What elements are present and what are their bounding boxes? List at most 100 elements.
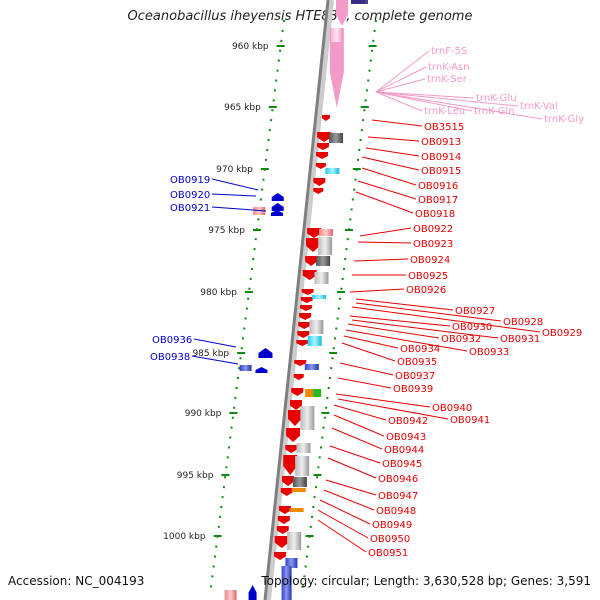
forward-gene-label: OB0942 bbox=[388, 416, 428, 427]
forward-gene-label: OB0937 bbox=[395, 371, 435, 382]
forward-gene-label: OB0918 bbox=[415, 209, 455, 220]
forward-leader bbox=[361, 167, 417, 186]
forward-leader bbox=[319, 499, 371, 525]
forward-gene-arrow bbox=[305, 256, 318, 266]
ruler-label: 995 kbp bbox=[177, 471, 214, 481]
rna-label: trnK-Val bbox=[520, 101, 558, 112]
reverse-leader bbox=[211, 178, 259, 191]
forward-gene-arrow bbox=[313, 178, 326, 186]
gene-block bbox=[253, 207, 266, 215]
reverse-gene-arrow bbox=[271, 193, 284, 201]
gene-block bbox=[325, 168, 340, 174]
forward-leader bbox=[355, 302, 502, 322]
forward-leader bbox=[355, 191, 414, 214]
forward-leader bbox=[327, 457, 377, 479]
rna-label: trnK-Leu bbox=[424, 106, 465, 117]
gene-block bbox=[281, 566, 292, 600]
forward-gene-arrow bbox=[282, 476, 295, 486]
forward-leader bbox=[331, 427, 383, 450]
gene-block bbox=[316, 256, 331, 266]
forward-gene-arrow bbox=[291, 388, 304, 396]
gene-block bbox=[295, 456, 310, 476]
forward-leader bbox=[345, 329, 468, 352]
forward-gene-arrow bbox=[317, 132, 332, 142]
forward-gene-arrow bbox=[316, 143, 329, 150]
rna-leader bbox=[375, 91, 543, 120]
forward-gene-arrow bbox=[313, 188, 324, 194]
ruler-label: 965 kbp bbox=[224, 103, 261, 113]
forward-gene-label: OB0950 bbox=[370, 534, 410, 545]
forward-gene-label: OB0925 bbox=[408, 271, 448, 282]
forward-gene-arrow bbox=[301, 289, 314, 295]
forward-leader bbox=[351, 319, 499, 339]
gene-block bbox=[224, 590, 237, 600]
gene-block bbox=[292, 477, 307, 487]
forward-gene-label: OB0929 bbox=[542, 328, 582, 339]
forward-gene-arrow bbox=[290, 400, 302, 410]
forward-gene-label: OB0932 bbox=[441, 334, 481, 345]
forward-gene-arrow bbox=[277, 516, 290, 524]
rna-label: trnF-5S bbox=[431, 46, 467, 57]
reverse-gene-label: OB0921 bbox=[170, 203, 210, 214]
rna-label: trnK-Ser bbox=[427, 74, 468, 85]
gene-features bbox=[224, 0, 368, 600]
gene-block bbox=[291, 488, 306, 492]
forward-gene-arrow bbox=[321, 115, 330, 121]
rna-label: trnK-Gln bbox=[474, 106, 515, 117]
forward-leader bbox=[337, 398, 449, 420]
forward-gene-label: OB0951 bbox=[368, 548, 408, 559]
forward-leader bbox=[357, 180, 417, 200]
forward-gene-label: OB3515 bbox=[424, 122, 464, 133]
gene-block bbox=[239, 365, 252, 371]
forward-gene-arrow bbox=[299, 305, 312, 311]
forward-gene-label: OB0917 bbox=[418, 195, 458, 206]
ruler-label: 975 kbp bbox=[208, 226, 245, 236]
forward-gene-arrow bbox=[299, 313, 312, 320]
forward-leader bbox=[353, 258, 409, 262]
gene-block bbox=[289, 508, 304, 512]
forward-gene-label: OB0941 bbox=[450, 415, 490, 426]
reverse-gene-arrow bbox=[248, 585, 257, 600]
forward-gene-arrow bbox=[287, 410, 302, 426]
forward-gene-label: OB0946 bbox=[378, 474, 418, 485]
forward-leader bbox=[329, 445, 381, 464]
gene-block bbox=[351, 0, 365, 4]
accession-label: Accession: NC_004193 bbox=[8, 574, 145, 588]
rna-leader bbox=[375, 50, 430, 93]
forward-gene-arrow bbox=[307, 228, 322, 238]
forward-gene-label: OB0914 bbox=[421, 152, 461, 163]
forward-gene-label: OB0913 bbox=[421, 137, 461, 148]
forward-leader bbox=[347, 323, 440, 339]
rna-leader bbox=[375, 91, 423, 112]
gene-block bbox=[285, 558, 298, 568]
forward-gene-label: OB0939 bbox=[393, 384, 433, 395]
forward-gene-arrow bbox=[285, 445, 298, 453]
ruler-label: 985 kbp bbox=[192, 349, 229, 359]
forward-gene-label: OB0940 bbox=[432, 403, 472, 414]
forward-gene-arrow bbox=[293, 374, 304, 380]
ruler-label: 990 kbp bbox=[185, 409, 222, 419]
forward-gene-arrow bbox=[306, 238, 321, 252]
forward-gene-label: OB0931 bbox=[500, 334, 540, 345]
reverse-leader bbox=[193, 338, 237, 348]
label-leader-lines bbox=[191, 50, 543, 553]
forward-leader bbox=[365, 147, 420, 157]
forward-leader bbox=[325, 479, 377, 496]
forward-gene-label: OB0935 bbox=[397, 357, 437, 368]
topology-label: Topology: circular; Length: 3,630,528 bp… bbox=[261, 574, 591, 588]
forward-gene-label: OB0933 bbox=[469, 347, 509, 358]
gene-block bbox=[329, 133, 344, 143]
reverse-gene-arrow bbox=[270, 210, 283, 216]
forward-leader bbox=[349, 315, 451, 327]
forward-gene-arrow bbox=[283, 455, 298, 475]
gene-block bbox=[305, 389, 314, 397]
forward-gene-arrow bbox=[286, 428, 301, 442]
forward-leader bbox=[349, 288, 405, 293]
forward-gene-arrow bbox=[280, 488, 293, 496]
forward-gene-label: OB0947 bbox=[378, 491, 418, 502]
map-title: Oceanobacillus iheyensis HTE831, complet… bbox=[127, 9, 473, 24]
reverse-gene-label: OB0920 bbox=[170, 190, 210, 201]
gene-block bbox=[287, 532, 302, 550]
